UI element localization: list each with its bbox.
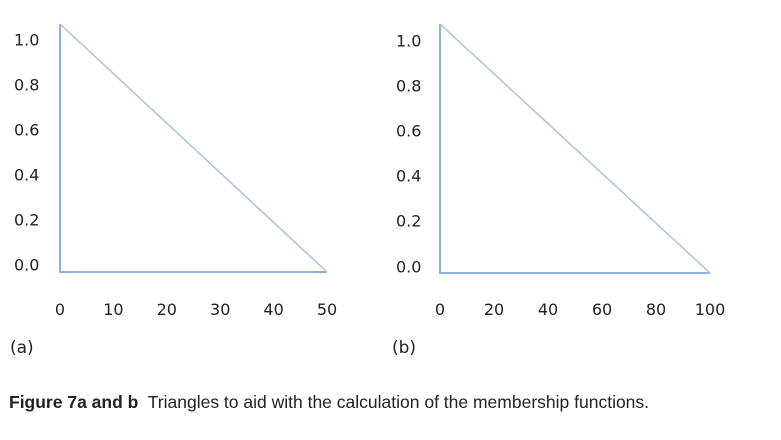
triangle-legs-a bbox=[59, 24, 327, 273]
x-tick-label-b: 60 bbox=[592, 300, 612, 319]
x-tick-label-a: 50 bbox=[317, 300, 337, 319]
panel-label-b: (b) bbox=[392, 338, 417, 358]
x-tick-label-a: 30 bbox=[210, 300, 230, 319]
x-tick-label-b: 100 bbox=[695, 300, 726, 319]
y-tick-label-a: 0.4 bbox=[14, 166, 39, 185]
y-tick-label-a: 0.8 bbox=[14, 76, 39, 95]
caption-text: Triangles to aid with the calculation of… bbox=[147, 392, 650, 412]
y-tick-label-b: 0.2 bbox=[396, 212, 421, 231]
y-tick-label-b: 0.6 bbox=[396, 122, 421, 141]
x-tick-label-b: 80 bbox=[646, 300, 666, 319]
y-tick-label-a: 1.0 bbox=[14, 31, 39, 50]
charts-canvas: 1.0 0.8 0.6 0.4 0.2 0.0 0 10 20 30 40 50 1.0 0.8 0.6 0.… bbox=[14, 23, 726, 319]
panel-label-a: (a) bbox=[10, 338, 34, 358]
x-tick-label-a: 10 bbox=[103, 300, 123, 319]
x-tick-label-b: 20 bbox=[484, 300, 504, 319]
caption-label: Figure 7a and b bbox=[9, 392, 139, 412]
figure-caption: Figure 7a and b Triangles to aid with th… bbox=[9, 392, 649, 413]
y-tick-label-b: 0.4 bbox=[396, 167, 421, 186]
triangle-hypotenuse-b bbox=[439, 23, 711, 274]
x-tick-label-a: 20 bbox=[157, 300, 177, 319]
triangle-legs-b bbox=[439, 24, 710, 274]
x-tick-label-a: 40 bbox=[263, 300, 283, 319]
y-tick-label-b: 1.0 bbox=[396, 32, 421, 51]
y-tick-label-a: 0.2 bbox=[14, 211, 39, 230]
x-tick-label-b: 0 bbox=[435, 300, 445, 319]
triangle-hypotenuse-a bbox=[59, 23, 328, 273]
x-tick-label-a: 0 bbox=[55, 300, 65, 319]
x-tick-label-b: 40 bbox=[538, 300, 558, 319]
y-tick-label-a: 0.0 bbox=[14, 256, 39, 275]
y-tick-label-b: 0.8 bbox=[396, 77, 421, 96]
y-tick-label-b: 0.0 bbox=[396, 258, 421, 277]
y-tick-label-a: 0.6 bbox=[14, 121, 39, 140]
